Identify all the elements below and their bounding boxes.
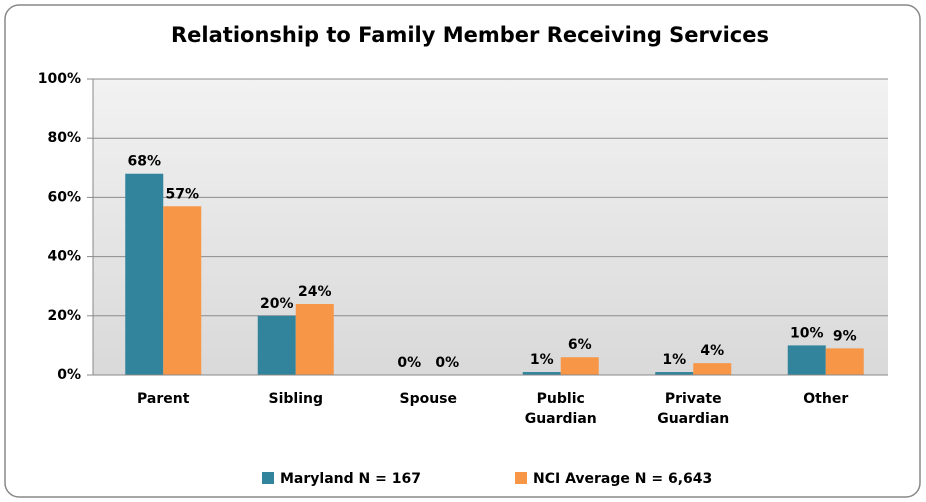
bar	[560, 357, 599, 375]
plot-area	[93, 79, 888, 375]
data-label: 1%	[530, 352, 554, 368]
x-tick-label: Private Guardian	[657, 391, 729, 427]
x-tick-label: Public Guardian	[525, 391, 597, 427]
bar	[295, 303, 334, 375]
x-tick-label: Other	[803, 391, 848, 407]
bar	[693, 363, 732, 375]
data-label: 20%	[260, 296, 294, 312]
bar	[787, 345, 826, 375]
data-label: 68%	[127, 154, 161, 170]
legend-swatch	[515, 472, 527, 484]
bar	[522, 372, 561, 375]
data-label: 9%	[833, 328, 857, 344]
data-label: 10%	[790, 325, 824, 341]
y-tick-label: 100%	[38, 71, 81, 87]
y-tick-label: 20%	[47, 308, 81, 324]
data-label: 0%	[435, 355, 459, 371]
bar	[825, 348, 864, 375]
data-label: 24%	[298, 284, 332, 300]
y-tick-label: 60%	[47, 189, 81, 205]
x-tick-label: Parent	[137, 391, 190, 407]
data-label: 1%	[662, 352, 686, 368]
legend-label: Maryland N = 167	[280, 471, 421, 487]
bar	[257, 315, 296, 375]
data-label: 4%	[700, 343, 724, 359]
legend-label: NCI Average N = 6,643	[533, 471, 712, 487]
data-label: 57%	[165, 186, 199, 202]
x-tick-label: Spouse	[399, 391, 457, 407]
y-tick-label: 0%	[57, 367, 81, 383]
x-tick-label: Sibling	[269, 391, 324, 407]
legend-swatch	[262, 472, 274, 484]
bar	[163, 206, 202, 375]
y-tick-label: 40%	[47, 249, 81, 265]
chart-title: Relationship to Family Member Receiving …	[171, 23, 769, 47]
y-tick-label: 80%	[47, 130, 81, 146]
data-label: 0%	[397, 355, 421, 371]
bar	[655, 372, 694, 375]
data-label: 6%	[568, 337, 592, 353]
bar	[125, 173, 164, 375]
